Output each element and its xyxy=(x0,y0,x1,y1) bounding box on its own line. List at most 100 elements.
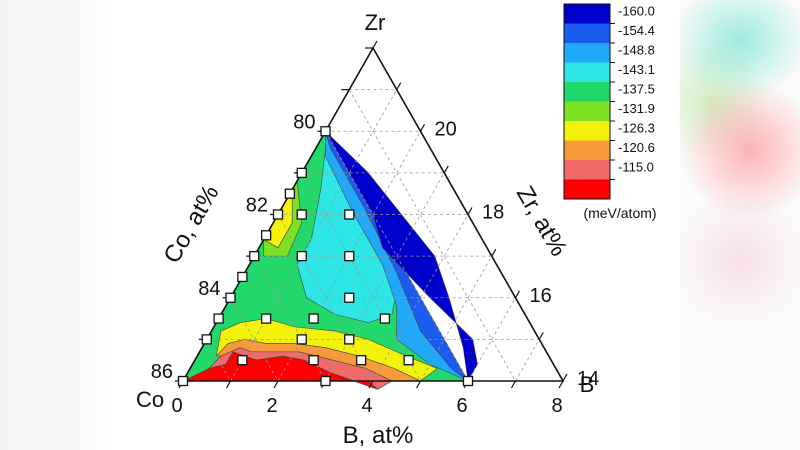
left-axis-label: Co, at% xyxy=(158,181,224,268)
data-point xyxy=(177,375,189,387)
data-point xyxy=(260,230,272,241)
grid-lines xyxy=(206,89,540,382)
data-point xyxy=(344,334,355,345)
data-point xyxy=(308,355,319,366)
data-point xyxy=(296,209,307,220)
contour-bands xyxy=(182,130,478,390)
tick-right-8 xyxy=(372,40,378,49)
legend-swatch-2 xyxy=(564,43,610,63)
right-tick-labels: 14 16 18 20 xyxy=(435,118,600,390)
legend-swatch-7 xyxy=(564,140,610,160)
data-point xyxy=(320,126,331,137)
grid-line-b-3 xyxy=(325,172,445,382)
legend-swatch-3 xyxy=(564,62,610,82)
grid-line-co-6 xyxy=(230,297,279,382)
grid-line-b-1 xyxy=(230,89,398,382)
data-point xyxy=(260,313,272,324)
data-point xyxy=(308,313,319,324)
legend-level-label: -131.9 xyxy=(618,101,655,116)
bottom-tick-label: 4 xyxy=(361,395,372,417)
legend-level-label: -154.4 xyxy=(618,23,655,38)
bottom-tick-labels: 0 2 4 6 8 xyxy=(171,395,562,417)
data-point xyxy=(355,355,367,366)
tick-right-2 xyxy=(514,290,521,299)
legend-level-label: -115.0 xyxy=(618,160,654,175)
right-backdrop xyxy=(680,0,800,450)
data-point xyxy=(272,209,284,220)
tick-bottom-7 xyxy=(510,380,517,389)
tick-right-5 xyxy=(443,165,449,174)
right-tick-label: 14 xyxy=(577,368,599,390)
legend-swatch-1 xyxy=(564,23,610,43)
tick-right-0 xyxy=(562,373,568,382)
data-point xyxy=(344,209,355,220)
tick-bottom-1 xyxy=(225,380,232,389)
data-points xyxy=(177,126,474,387)
left-backdrop xyxy=(0,0,120,450)
grid-line-co-7 xyxy=(206,339,231,382)
tick-bottom-2 xyxy=(273,380,279,389)
tick-bottom-8 xyxy=(558,380,564,389)
legend-level-label: -143.1 xyxy=(618,62,655,77)
data-point xyxy=(296,167,307,179)
left-tick-label: 84 xyxy=(198,278,220,300)
legend-swatch-8 xyxy=(564,160,610,180)
data-point xyxy=(201,334,212,345)
left-tick-labels: 80 82 84 86 xyxy=(151,111,316,383)
legend-swatch-6 xyxy=(564,121,610,141)
data-point xyxy=(296,250,307,262)
tick-right-3 xyxy=(491,248,497,257)
tick-right-4 xyxy=(467,207,473,215)
right-tick-label: 16 xyxy=(530,285,552,307)
legend-level-label: -120.6 xyxy=(618,140,655,155)
data-point xyxy=(249,250,260,262)
legend-swatch-9 xyxy=(564,179,610,199)
right-tick-label: 18 xyxy=(482,202,504,224)
left-tick-label: 86 xyxy=(151,361,173,383)
bottom-tick-label: 6 xyxy=(456,395,467,417)
bottom-tick-label: 8 xyxy=(551,395,562,417)
data-point xyxy=(225,292,236,303)
right-axis-label: Zr, at% xyxy=(511,182,572,261)
grid-line-co-4 xyxy=(277,214,374,382)
legend-swatch-0 xyxy=(564,4,610,24)
bottom-axis-label: B, at% xyxy=(343,422,414,449)
legend-level-label: -148.8 xyxy=(618,43,655,58)
grid-line-b-7 xyxy=(515,339,540,382)
data-point xyxy=(237,355,248,366)
legend-swatch-5 xyxy=(564,101,610,121)
tick-right-6 xyxy=(419,123,426,132)
data-point xyxy=(379,313,391,324)
legend-unit: (meV/atom) xyxy=(583,205,656,221)
tick-right-1 xyxy=(538,332,544,340)
tick-bottom-4 xyxy=(368,380,374,389)
grid-line-co-1 xyxy=(348,89,516,382)
grid-line-b-6 xyxy=(467,297,516,382)
legend-level-label: -126.3 xyxy=(618,121,655,136)
legend-level-label: -160.0 xyxy=(618,4,655,19)
legend-level-label: -137.5 xyxy=(618,82,655,97)
data-point xyxy=(320,375,331,387)
data-point xyxy=(344,292,355,303)
bottom-tick-label: 2 xyxy=(266,395,277,417)
tick-right-7 xyxy=(396,82,402,90)
data-point xyxy=(344,250,355,262)
tick-bottom-5 xyxy=(415,380,422,389)
left-tick-label: 82 xyxy=(246,195,268,217)
data-point xyxy=(284,188,296,199)
corner-label-right: B xyxy=(580,372,595,397)
corner-label-left: Co xyxy=(136,387,164,412)
legend-swatch-4 xyxy=(564,82,610,102)
grid-line-b-4 xyxy=(372,214,469,382)
data-point xyxy=(462,375,474,387)
bottom-tick-label: 0 xyxy=(171,395,182,417)
corner-label-top: Zr xyxy=(365,10,386,35)
right-tick-label: 20 xyxy=(435,118,457,140)
legend: -160.0 -154.4 -148.8 -143.1 -137.5 -131.9 -126… xyxy=(563,3,655,200)
left-tick-label: 80 xyxy=(293,111,315,133)
data-point xyxy=(296,334,307,345)
data-point xyxy=(403,355,414,366)
data-point xyxy=(213,313,224,324)
